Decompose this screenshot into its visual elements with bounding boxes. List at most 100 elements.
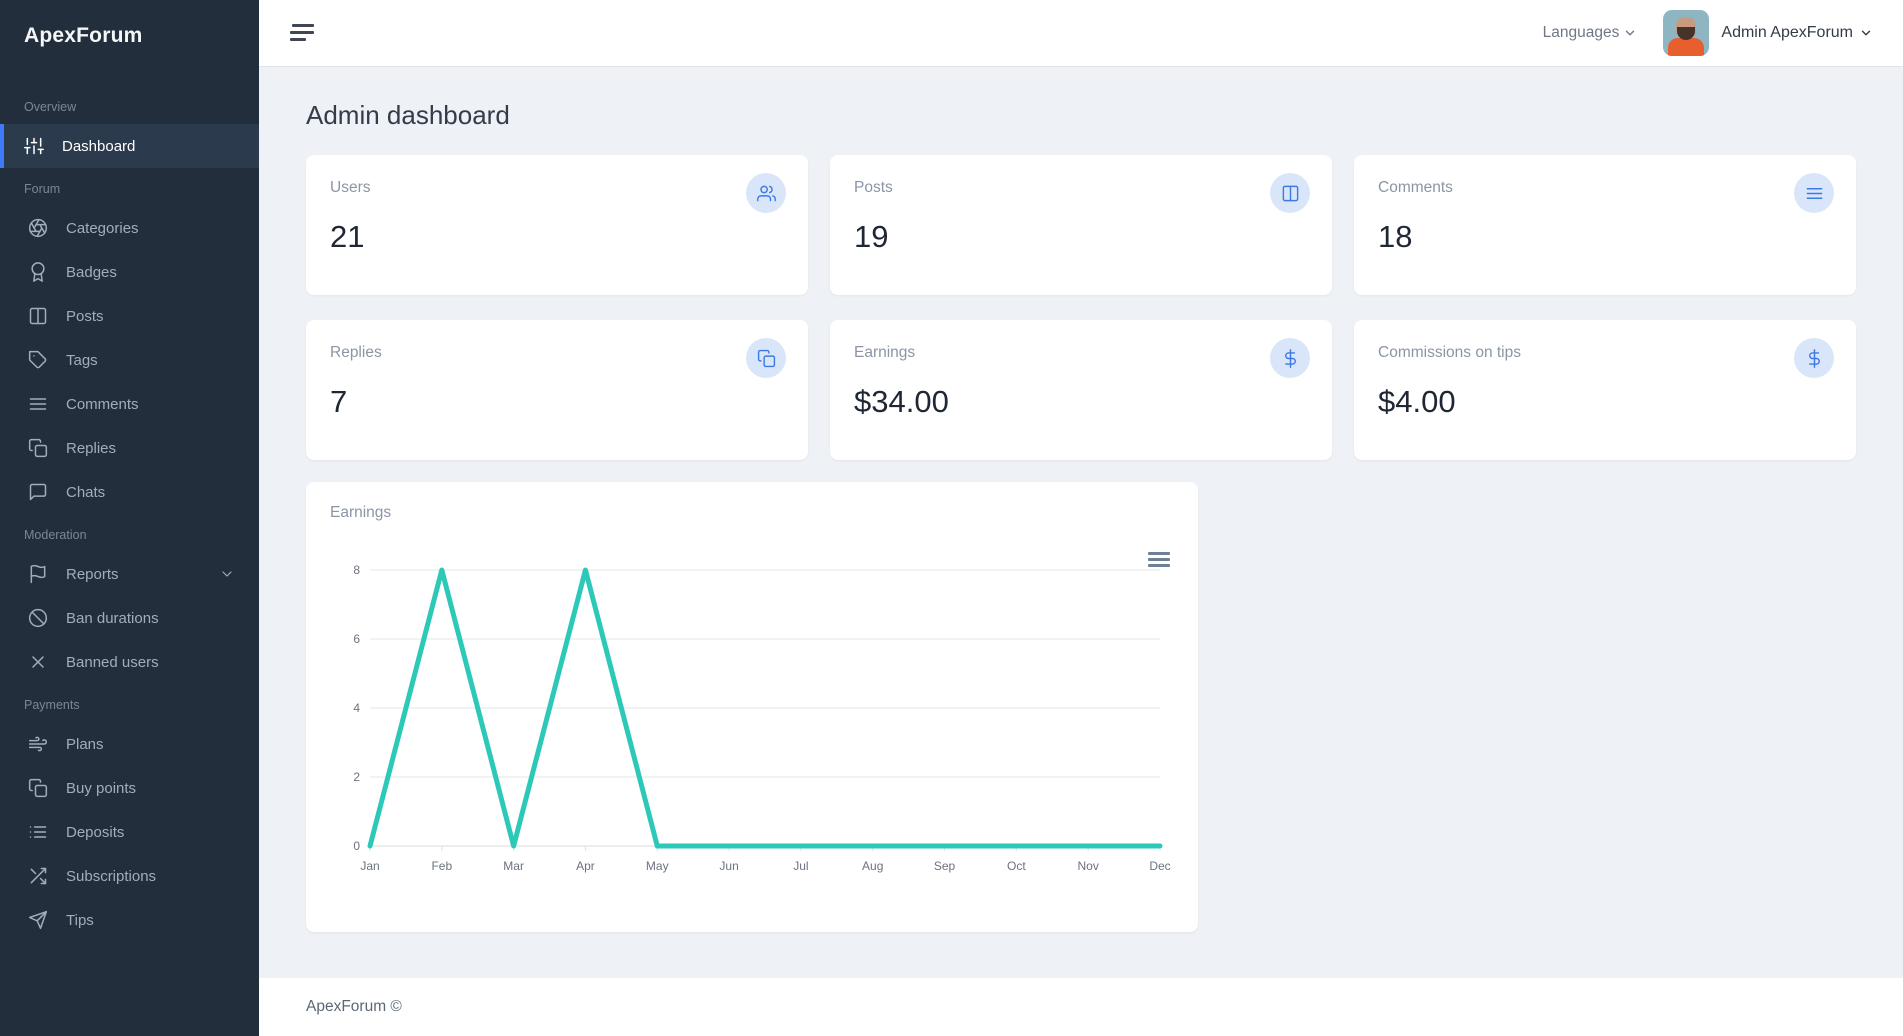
languages-dropdown[interactable]: Languages [1543, 24, 1638, 42]
stat-cards-grid: Users 21 Posts 19 Comments 18 [306, 155, 1856, 460]
stat-card-posts: Posts 19 [830, 155, 1332, 295]
stat-card-label: Commissions on tips [1378, 344, 1521, 361]
sidebar-item-label: Plans [66, 735, 104, 753]
user-menu[interactable]: Admin ApexForum [1663, 10, 1873, 56]
svg-text:Aug: Aug [862, 859, 883, 873]
footer-text: ApexForum © [306, 998, 402, 1015]
list-icon [28, 822, 48, 842]
main-column: Languages Admin ApexForum Admin dashboar… [259, 0, 1903, 1036]
menu-lines-icon [1794, 173, 1834, 213]
shuffle-icon [28, 866, 48, 886]
stat-card-label: Posts [854, 179, 893, 196]
sidebar-item-buy-points[interactable]: Buy points [0, 766, 259, 810]
sidebar-item-label: Tags [66, 351, 98, 369]
sidebar-item-label: Posts [66, 307, 104, 325]
stat-card-earnings: Earnings $34.00 [830, 320, 1332, 460]
stat-card-value: 19 [854, 219, 889, 254]
sidebar-item-deposits[interactable]: Deposits [0, 810, 259, 854]
copy-icon [28, 438, 48, 458]
stat-card-label: Replies [330, 344, 382, 361]
sidebar-item-subscriptions[interactable]: Subscriptions [0, 854, 259, 898]
sidebar-item-label: Badges [66, 263, 117, 281]
stat-card-commissions: Commissions on tips $4.00 [1354, 320, 1856, 460]
content-area: Admin dashboard Users 21 Posts 19 Commen… [259, 66, 1903, 978]
app-logo[interactable]: ApexForum [24, 24, 143, 47]
chart-menu-icon[interactable] [1148, 552, 1170, 568]
sidebar-item-label: Comments [66, 395, 139, 413]
earnings-line-chart: 0 2 4 6 8 Jan Feb Mar Apr May Jun Jul Aug Sep Oct Nov De… [330, 556, 1174, 891]
sidebar-item-plans[interactable]: Plans [0, 722, 259, 766]
sidebar-item-categories[interactable]: Categories [0, 206, 259, 250]
sidebar-item-label: Deposits [66, 823, 125, 841]
sidebar-item-replies[interactable]: Replies [0, 426, 259, 470]
nav-section-forum: Forum [24, 182, 61, 196]
aperture-icon [28, 218, 48, 238]
sidebar-item-badges[interactable]: Badges [0, 250, 259, 294]
stat-card-comments: Comments 18 [1354, 155, 1856, 295]
columns-icon [1270, 173, 1310, 213]
sidebar-item-tags[interactable]: Tags [0, 338, 259, 382]
sidebar-item-label: Replies [66, 439, 117, 457]
svg-text:Mar: Mar [503, 859, 524, 873]
dollar-icon [1794, 338, 1834, 378]
sidebar-item-chats[interactable]: Chats [0, 470, 259, 514]
copy-icon [746, 338, 786, 378]
sidebar: ApexForum Overview Dashboard Forum Categ… [0, 0, 259, 1036]
page-title: Admin dashboard [306, 100, 510, 130]
stat-card-value: 7 [330, 384, 348, 419]
svg-text:Jan: Jan [360, 859, 379, 873]
stat-card-value: 18 [1378, 219, 1413, 254]
sidebar-item-comments[interactable]: Comments [0, 382, 259, 426]
svg-text:Nov: Nov [1078, 859, 1099, 873]
sidebar-item-label: Reports [66, 565, 119, 583]
sidebar-item-banned-users[interactable]: Banned users [0, 640, 259, 684]
x-icon [28, 652, 48, 672]
sidebar-item-posts[interactable]: Posts [0, 294, 259, 338]
stat-card-users: Users 21 [306, 155, 808, 295]
stat-card-label: Users [330, 179, 371, 196]
svg-text:Jun: Jun [719, 859, 738, 873]
stat-card-replies: Replies 7 [306, 320, 808, 460]
wind-icon [28, 734, 48, 754]
stat-card-label: Comments [1378, 179, 1453, 196]
user-name-label: Admin ApexForum [1721, 24, 1853, 41]
slash-icon [28, 608, 48, 628]
nav-section-moderation: Moderation [24, 528, 87, 542]
stat-card-value: 21 [330, 219, 365, 254]
sidebar-item-label: Tips [66, 911, 94, 929]
svg-text:4: 4 [353, 701, 360, 715]
stat-card-value: $4.00 [1378, 384, 1456, 419]
svg-text:May: May [646, 859, 669, 873]
sidebar-item-label: Dashboard [62, 137, 136, 155]
sidebar-item-label: Ban durations [66, 609, 159, 627]
sidebar-item-reports[interactable]: Reports [0, 552, 259, 596]
avatar [1663, 10, 1710, 56]
svg-text:Sep: Sep [934, 859, 956, 873]
sidebar-item-label: Buy points [66, 779, 137, 797]
svg-text:Jul: Jul [793, 859, 808, 873]
sidebar-item-label: Chats [66, 483, 106, 501]
send-icon [28, 910, 48, 930]
sidebar-item-label: Subscriptions [66, 867, 157, 885]
svg-text:2: 2 [353, 770, 360, 784]
sidebar-item-label: Categories [66, 219, 139, 237]
sidebar-item-tips[interactable]: Tips [0, 898, 259, 942]
award-icon [28, 262, 48, 282]
message-square-icon [28, 482, 48, 502]
chart-title: Earnings [330, 504, 392, 521]
users-icon [746, 173, 786, 213]
sidebar-item-ban-durations[interactable]: Ban durations [0, 596, 259, 640]
languages-label: Languages [1542, 24, 1620, 41]
dollar-icon [1270, 338, 1310, 378]
flag-icon [28, 564, 48, 584]
footer: ApexForum © [259, 978, 1903, 1036]
chevron-down-icon [1623, 26, 1637, 40]
sidebar-item-label: Banned users [66, 653, 159, 671]
stat-card-value: $34.00 [854, 384, 949, 419]
tag-icon [28, 350, 48, 370]
sidebar-item-dashboard[interactable]: Dashboard [0, 124, 259, 168]
chevron-down-icon [1859, 26, 1873, 40]
topbar: Languages Admin ApexForum [259, 0, 1903, 66]
svg-text:Oct: Oct [1007, 859, 1026, 873]
hamburger-menu-icon[interactable] [290, 23, 316, 43]
